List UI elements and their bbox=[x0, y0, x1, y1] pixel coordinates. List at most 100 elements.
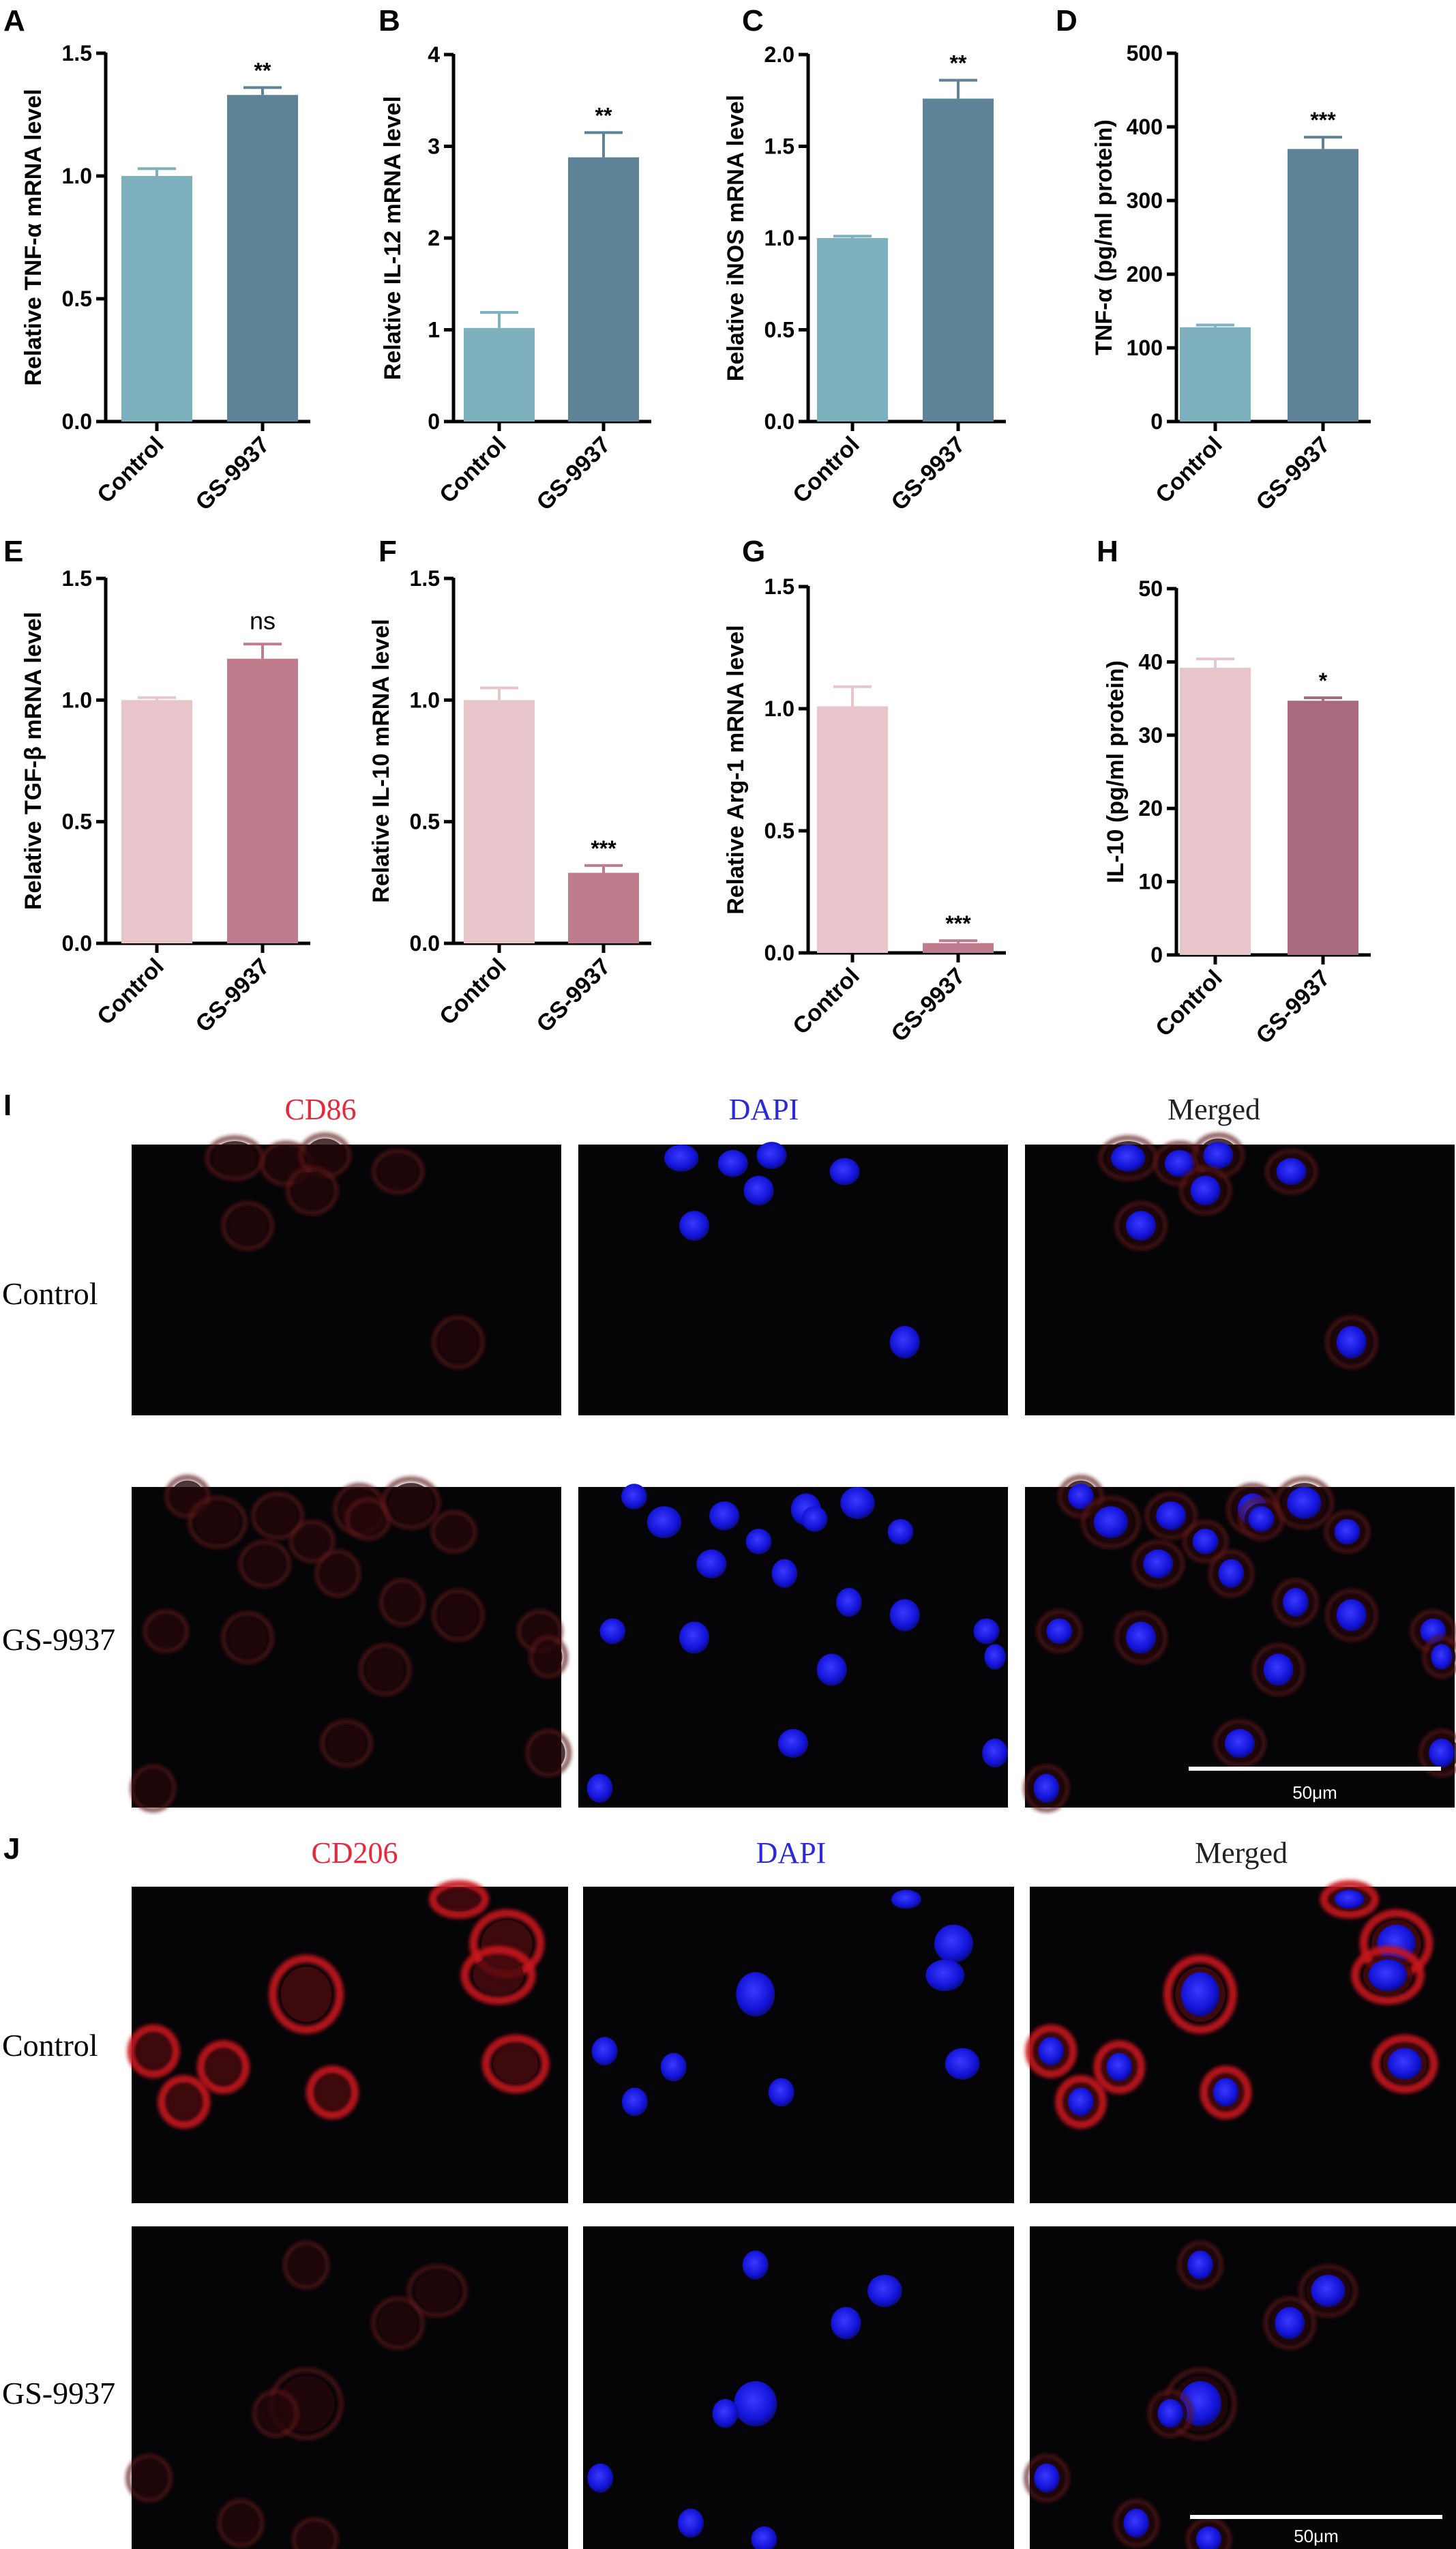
cell-body bbox=[224, 2505, 258, 2541]
nucleus-stain bbox=[1213, 2078, 1239, 2107]
nucleus-stain bbox=[1106, 2052, 1132, 2082]
y-tick-label: 200 bbox=[1127, 262, 1163, 286]
image-background bbox=[132, 1145, 561, 1415]
y-tick-label: 0.0 bbox=[62, 409, 92, 434]
column-label: DAPI bbox=[729, 1093, 799, 1126]
cell-membrane-stain bbox=[358, 1643, 412, 1696]
nucleus-stain bbox=[1275, 2307, 1305, 2340]
cell-body bbox=[305, 1138, 345, 1173]
cell-membrane-stain bbox=[1178, 1166, 1232, 1215]
bar-control bbox=[464, 700, 535, 943]
y-tick-label: 10 bbox=[1138, 870, 1163, 894]
y-tick-label: 0.5 bbox=[764, 819, 794, 843]
nucleus-stain bbox=[1429, 1738, 1455, 1768]
nucleus-stain bbox=[1038, 2037, 1064, 2066]
y-tick-label: 0 bbox=[1150, 943, 1163, 967]
nucleus-stain bbox=[696, 1549, 727, 1578]
micrograph-merged-control bbox=[1025, 1132, 1455, 1415]
cell-body bbox=[439, 1595, 478, 1636]
nucleus-stain bbox=[889, 1599, 920, 1632]
nucleus-stain bbox=[664, 1145, 699, 1172]
nucleus-stain bbox=[751, 2526, 777, 2549]
cell-body bbox=[351, 1503, 385, 1535]
nucleus-stain bbox=[1224, 1728, 1256, 1758]
cell-membrane-stain bbox=[1114, 1611, 1168, 1664]
bar-control bbox=[464, 327, 535, 422]
panel-letter: G bbox=[742, 535, 765, 568]
y-axis-label: Relative TGF-β mRNA level bbox=[20, 612, 46, 910]
bar-control bbox=[817, 706, 888, 953]
nucleus-stain bbox=[1276, 1158, 1307, 1185]
cell-membrane-stain bbox=[460, 1945, 536, 2005]
micrograph-merged-gs-9937: 50μm bbox=[1024, 2226, 1456, 2549]
cell-membrane-stain bbox=[344, 1497, 391, 1541]
bar-gs-9937 bbox=[568, 872, 639, 943]
panel-letter: J bbox=[3, 1832, 20, 1866]
cell-body bbox=[295, 1525, 329, 1558]
y-tick-label: 1.5 bbox=[62, 566, 92, 591]
nucleus-stain bbox=[1203, 1142, 1234, 1169]
chart-panel-h: H 0 10 20 30 40 50 IL-10 (pg/ml protein) Control… bbox=[1097, 535, 1371, 1049]
y-tick-label: 0.5 bbox=[764, 318, 794, 342]
image-background bbox=[578, 1145, 1008, 1415]
nucleus-stain bbox=[891, 1889, 922, 1909]
y-tick-label: 1.5 bbox=[410, 566, 440, 591]
bar-control bbox=[817, 238, 888, 422]
micrograph-blue-gs-9937 bbox=[578, 1484, 1008, 1808]
y-axis-label: Relative Arg-1 mRNA level bbox=[723, 625, 749, 915]
nucleus-stain bbox=[984, 1644, 1006, 1670]
nucleus-stain bbox=[1283, 1588, 1309, 1617]
nucleus-stain bbox=[925, 1959, 965, 1992]
cell-body bbox=[206, 2049, 241, 2085]
cell-body bbox=[378, 1154, 418, 1189]
nucleus-stain bbox=[1111, 1145, 1146, 1172]
cell-membrane-stain bbox=[432, 1315, 485, 1370]
cell-membrane-stain bbox=[379, 1578, 426, 1627]
nucleus-stain bbox=[1187, 2250, 1213, 2280]
nucleus-stain bbox=[1143, 1549, 1174, 1578]
category-label: Control bbox=[1150, 432, 1227, 508]
cell-membrane-stain bbox=[1422, 1635, 1456, 1679]
nucleus-stain bbox=[1126, 1621, 1157, 1654]
significance-marker: *** bbox=[945, 911, 971, 936]
cell-body bbox=[492, 2044, 539, 2084]
nucleus-stain bbox=[591, 2037, 618, 2066]
micrograph-blue-control bbox=[578, 1142, 1008, 1415]
cell-membrane-stain bbox=[525, 1728, 571, 1778]
nucleus-stain bbox=[1336, 1325, 1367, 1359]
cell-membrane-stain bbox=[1024, 2454, 1070, 2503]
column-label: CD206 bbox=[311, 1836, 398, 1870]
cell-membrane-stain bbox=[1251, 1643, 1305, 1696]
category-label: Control bbox=[434, 432, 511, 508]
nucleus-stain bbox=[679, 1621, 710, 1654]
cell-membrane-stain bbox=[1182, 1520, 1229, 1563]
y-tick-label: 1.0 bbox=[62, 164, 92, 188]
y-tick-label: 1.0 bbox=[62, 688, 92, 712]
nucleus-stain bbox=[679, 1211, 710, 1241]
y-tick-label: 4 bbox=[428, 42, 440, 67]
cell-membrane-stain bbox=[1093, 2040, 1146, 2094]
nucleus-stain bbox=[647, 1506, 682, 1539]
cell-body bbox=[297, 2523, 332, 2549]
cell-membrane-stain bbox=[127, 2024, 180, 2078]
cell-membrane-stain bbox=[320, 1719, 373, 1768]
cell-body bbox=[195, 1502, 240, 1543]
cell-body bbox=[321, 1555, 355, 1592]
cell-membrane-stain bbox=[371, 1149, 425, 1194]
y-tick-label: 40 bbox=[1138, 649, 1163, 674]
cell-membrane-stain bbox=[1325, 1315, 1378, 1370]
cell-membrane-stain bbox=[288, 1520, 336, 1563]
category-label: Control bbox=[434, 954, 511, 1030]
nucleus-stain bbox=[1190, 1175, 1221, 1206]
nucleus-stain bbox=[889, 1325, 920, 1359]
y-axis-label: Relative IL-12 mRNA level bbox=[380, 96, 406, 380]
cell-body bbox=[439, 1887, 479, 1911]
nucleus-stain bbox=[1164, 1149, 1195, 1177]
nucleus-stain bbox=[768, 2078, 794, 2107]
y-tick-label: 100 bbox=[1127, 336, 1163, 360]
y-tick-label: 0.5 bbox=[62, 286, 92, 311]
nucleus-stain bbox=[831, 2307, 861, 2340]
category-label: Control bbox=[1150, 965, 1227, 1042]
significance-marker: ** bbox=[595, 103, 612, 128]
